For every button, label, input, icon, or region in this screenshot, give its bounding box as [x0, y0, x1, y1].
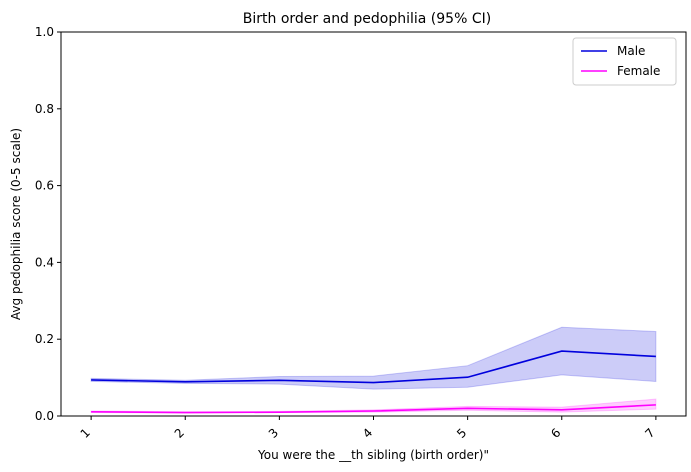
x-tick-label: 2 [172, 426, 187, 441]
legend: Male Female [572, 37, 677, 86]
legend-box [572, 37, 677, 86]
series-lines [91, 350, 656, 414]
legend-label-female: Female [617, 64, 660, 78]
ci-band-male [90, 326, 657, 390]
x-axis: 1 2 3 4 5 6 7 [78, 416, 658, 441]
x-axis-label: You were the __th sibling (birth order)" [257, 448, 489, 462]
y-tick-label: 0.2 [35, 332, 54, 346]
confidence-bands [90, 326, 657, 414]
chart-title: Birth order and pedophilia (95% CI) [243, 11, 491, 27]
series-line-female [91, 404, 656, 414]
x-tick-label: 6 [548, 426, 563, 441]
x-tick-label: 4 [360, 426, 375, 441]
y-tick-label: 0.6 [35, 179, 54, 193]
y-axis: 0.0 0.2 0.4 0.6 0.8 1.0 [35, 25, 61, 423]
y-tick-label: 1.0 [35, 25, 54, 39]
x-tick-label: 1 [78, 426, 93, 441]
y-axis-label: Avg pedophilia score (0-5 scale) [9, 128, 23, 320]
y-tick-label: 0.8 [35, 102, 54, 116]
y-tick-label: 0.4 [35, 255, 54, 269]
x-tick-label: 5 [454, 426, 469, 441]
x-tick-label: 7 [642, 426, 657, 441]
series-line-male [91, 350, 656, 384]
x-tick-label: 3 [266, 426, 281, 441]
y-tick-label: 0.0 [35, 409, 54, 423]
legend-label-male: Male [617, 44, 645, 58]
